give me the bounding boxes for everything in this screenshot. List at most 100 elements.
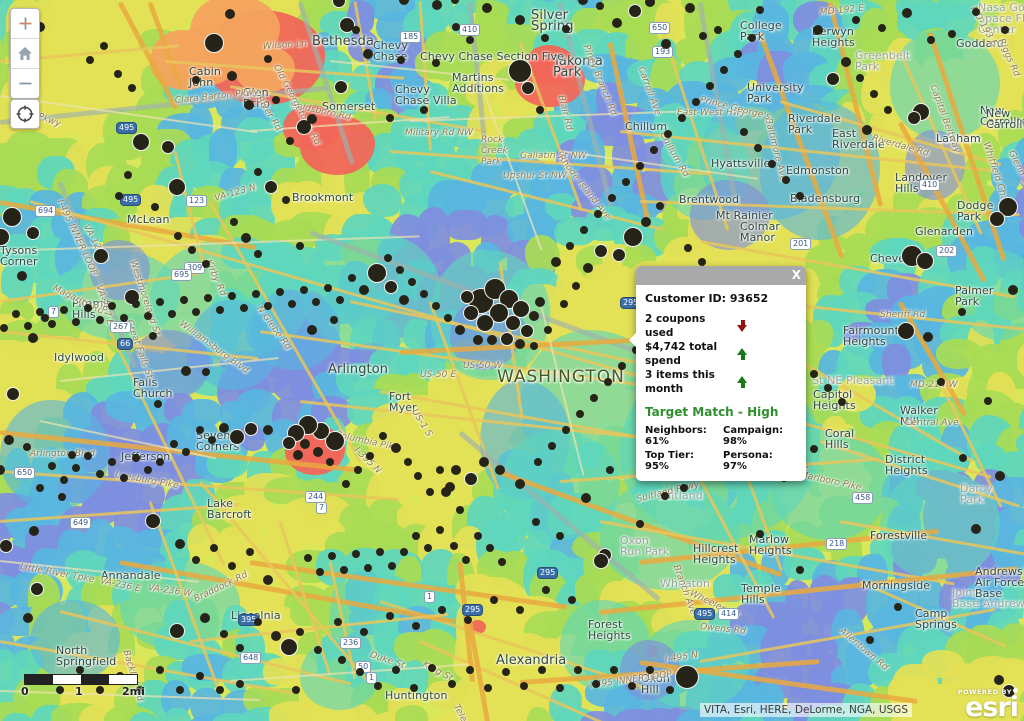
customer-marker[interactable] [451,0,459,4]
customer-marker[interactable] [93,248,109,264]
customer-marker[interactable] [572,282,580,290]
customer-marker[interactable] [96,470,104,478]
customer-marker[interactable] [645,0,655,7]
customer-marker[interactable] [516,606,524,614]
customer-marker[interactable] [240,304,248,312]
customer-marker[interactable] [26,226,40,240]
customer-marker[interactable] [114,70,122,78]
customer-marker[interactable] [482,3,492,13]
customer-marker[interactable] [768,160,776,168]
esri-logo[interactable]: POWERED BY esri [958,688,1019,721]
customer-marker[interactable] [316,568,324,576]
customer-marker[interactable] [445,482,455,492]
customer-marker[interactable] [628,4,642,18]
customer-marker[interactable] [436,466,444,474]
customer-marker[interactable] [180,296,188,304]
customer-marker[interactable] [204,33,224,53]
customer-marker[interactable] [824,384,832,392]
customer-marker[interactable] [444,314,452,322]
customer-marker[interactable] [254,250,262,258]
customer-marker[interactable] [714,26,722,34]
customer-marker[interactable] [460,290,474,304]
customer-marker[interactable] [326,458,334,466]
customer-marker[interactable] [36,484,44,492]
customer-marker[interactable] [208,436,216,444]
customer-marker[interactable] [535,297,545,307]
customer-marker[interactable] [282,436,296,450]
customer-marker[interactable] [432,59,440,67]
customer-marker[interactable] [810,445,818,453]
customer-marker[interactable] [542,586,550,594]
customer-marker[interactable] [300,439,310,449]
customer-marker[interactable] [280,638,298,656]
customer-marker[interactable] [592,680,600,688]
customer-marker[interactable] [60,306,68,314]
customer-marker[interactable] [340,566,348,574]
customer-marker[interactable] [452,23,460,31]
customer-marker[interactable] [538,666,546,674]
customer-marker[interactable] [192,308,200,316]
customer-marker[interactable] [636,520,644,528]
customer-marker[interactable] [998,197,1018,217]
customer-marker[interactable] [282,196,290,204]
map-zoom-controls[interactable] [10,8,40,99]
customer-info-popup[interactable]: X Customer ID: 93652 2 coupons used $4,7… [629,266,806,481]
customer-marker[interactable] [386,612,394,620]
customer-marker[interactable] [484,684,492,692]
customer-marker[interactable] [192,556,200,564]
customer-marker[interactable] [512,300,530,318]
customer-marker[interactable] [286,137,294,145]
customer-marker[interactable] [6,387,20,401]
customer-marker[interactable] [451,465,461,475]
customer-marker[interactable] [1001,26,1009,34]
zoom-in-button[interactable] [11,9,39,39]
customer-marker[interactable] [995,471,1005,481]
customer-marker[interactable] [108,458,116,466]
customer-marker[interactable] [486,544,494,552]
customer-marker[interactable] [314,646,322,654]
customer-marker[interactable] [263,575,273,585]
customer-marker[interactable] [307,325,317,335]
customer-marker[interactable] [590,394,598,402]
customer-marker[interactable] [168,310,176,318]
customer-marker[interactable] [325,431,345,451]
customer-marker[interactable] [246,548,254,556]
customer-marker[interactable] [520,682,528,690]
customer-marker[interactable] [263,425,273,435]
customer-marker[interactable] [813,25,823,35]
customer-marker[interactable] [399,0,409,5]
customer-marker[interactable] [174,232,182,240]
customer-marker[interactable] [923,332,933,342]
customer-marker[interactable] [384,254,392,262]
customer-marker[interactable] [989,211,1005,227]
customer-marker[interactable] [0,324,8,332]
customer-marker[interactable] [622,178,630,186]
customer-marker[interactable] [412,622,420,630]
customer-marker[interactable] [376,548,384,556]
customer-marker[interactable] [489,303,509,323]
customer-marker[interactable] [414,472,422,480]
customer-marker[interactable] [156,298,164,306]
customer-marker[interactable] [264,55,272,63]
customer-marker[interactable] [17,271,27,281]
customer-marker[interactable] [304,554,312,562]
customer-marker[interactable] [170,440,178,448]
customer-marker[interactable] [692,98,700,106]
customer-marker[interactable] [432,0,442,10]
customer-marker[interactable] [462,556,470,564]
customer-marker[interactable] [680,484,688,492]
customer-marker[interactable] [473,335,483,345]
customer-marker[interactable] [560,300,568,308]
customer-marker[interactable] [132,133,150,151]
customer-marker[interactable] [288,300,296,308]
customer-marker[interactable] [336,296,344,304]
customer-marker[interactable] [296,242,304,250]
customer-marker[interactable] [412,532,420,540]
customer-marker[interactable] [96,316,104,324]
customer-marker[interactable] [698,258,706,266]
customer-marker[interactable] [502,668,510,676]
customer-marker[interactable] [324,284,332,292]
customer-marker[interactable] [132,300,140,308]
customer-marker[interactable] [120,314,128,322]
customer-marker[interactable] [907,111,921,125]
